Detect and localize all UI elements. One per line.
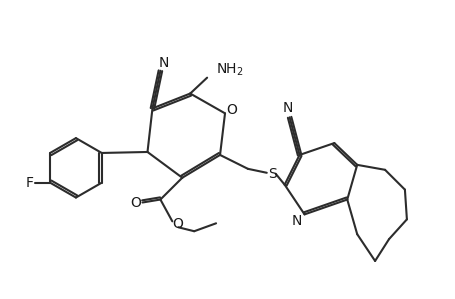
Text: S: S [268, 167, 277, 181]
Text: NH$_2$: NH$_2$ [216, 62, 244, 78]
Text: N: N [291, 214, 302, 228]
Text: N: N [283, 101, 293, 115]
Text: O: O [227, 103, 238, 118]
Text: F: F [25, 176, 33, 190]
Text: N: N [158, 56, 169, 70]
Text: O: O [172, 217, 183, 231]
Text: O: O [130, 196, 141, 210]
